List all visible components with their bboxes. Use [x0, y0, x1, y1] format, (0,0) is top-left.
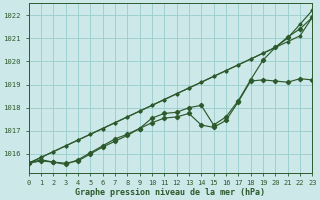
X-axis label: Graphe pression niveau de la mer (hPa): Graphe pression niveau de la mer (hPa) [76, 188, 266, 197]
